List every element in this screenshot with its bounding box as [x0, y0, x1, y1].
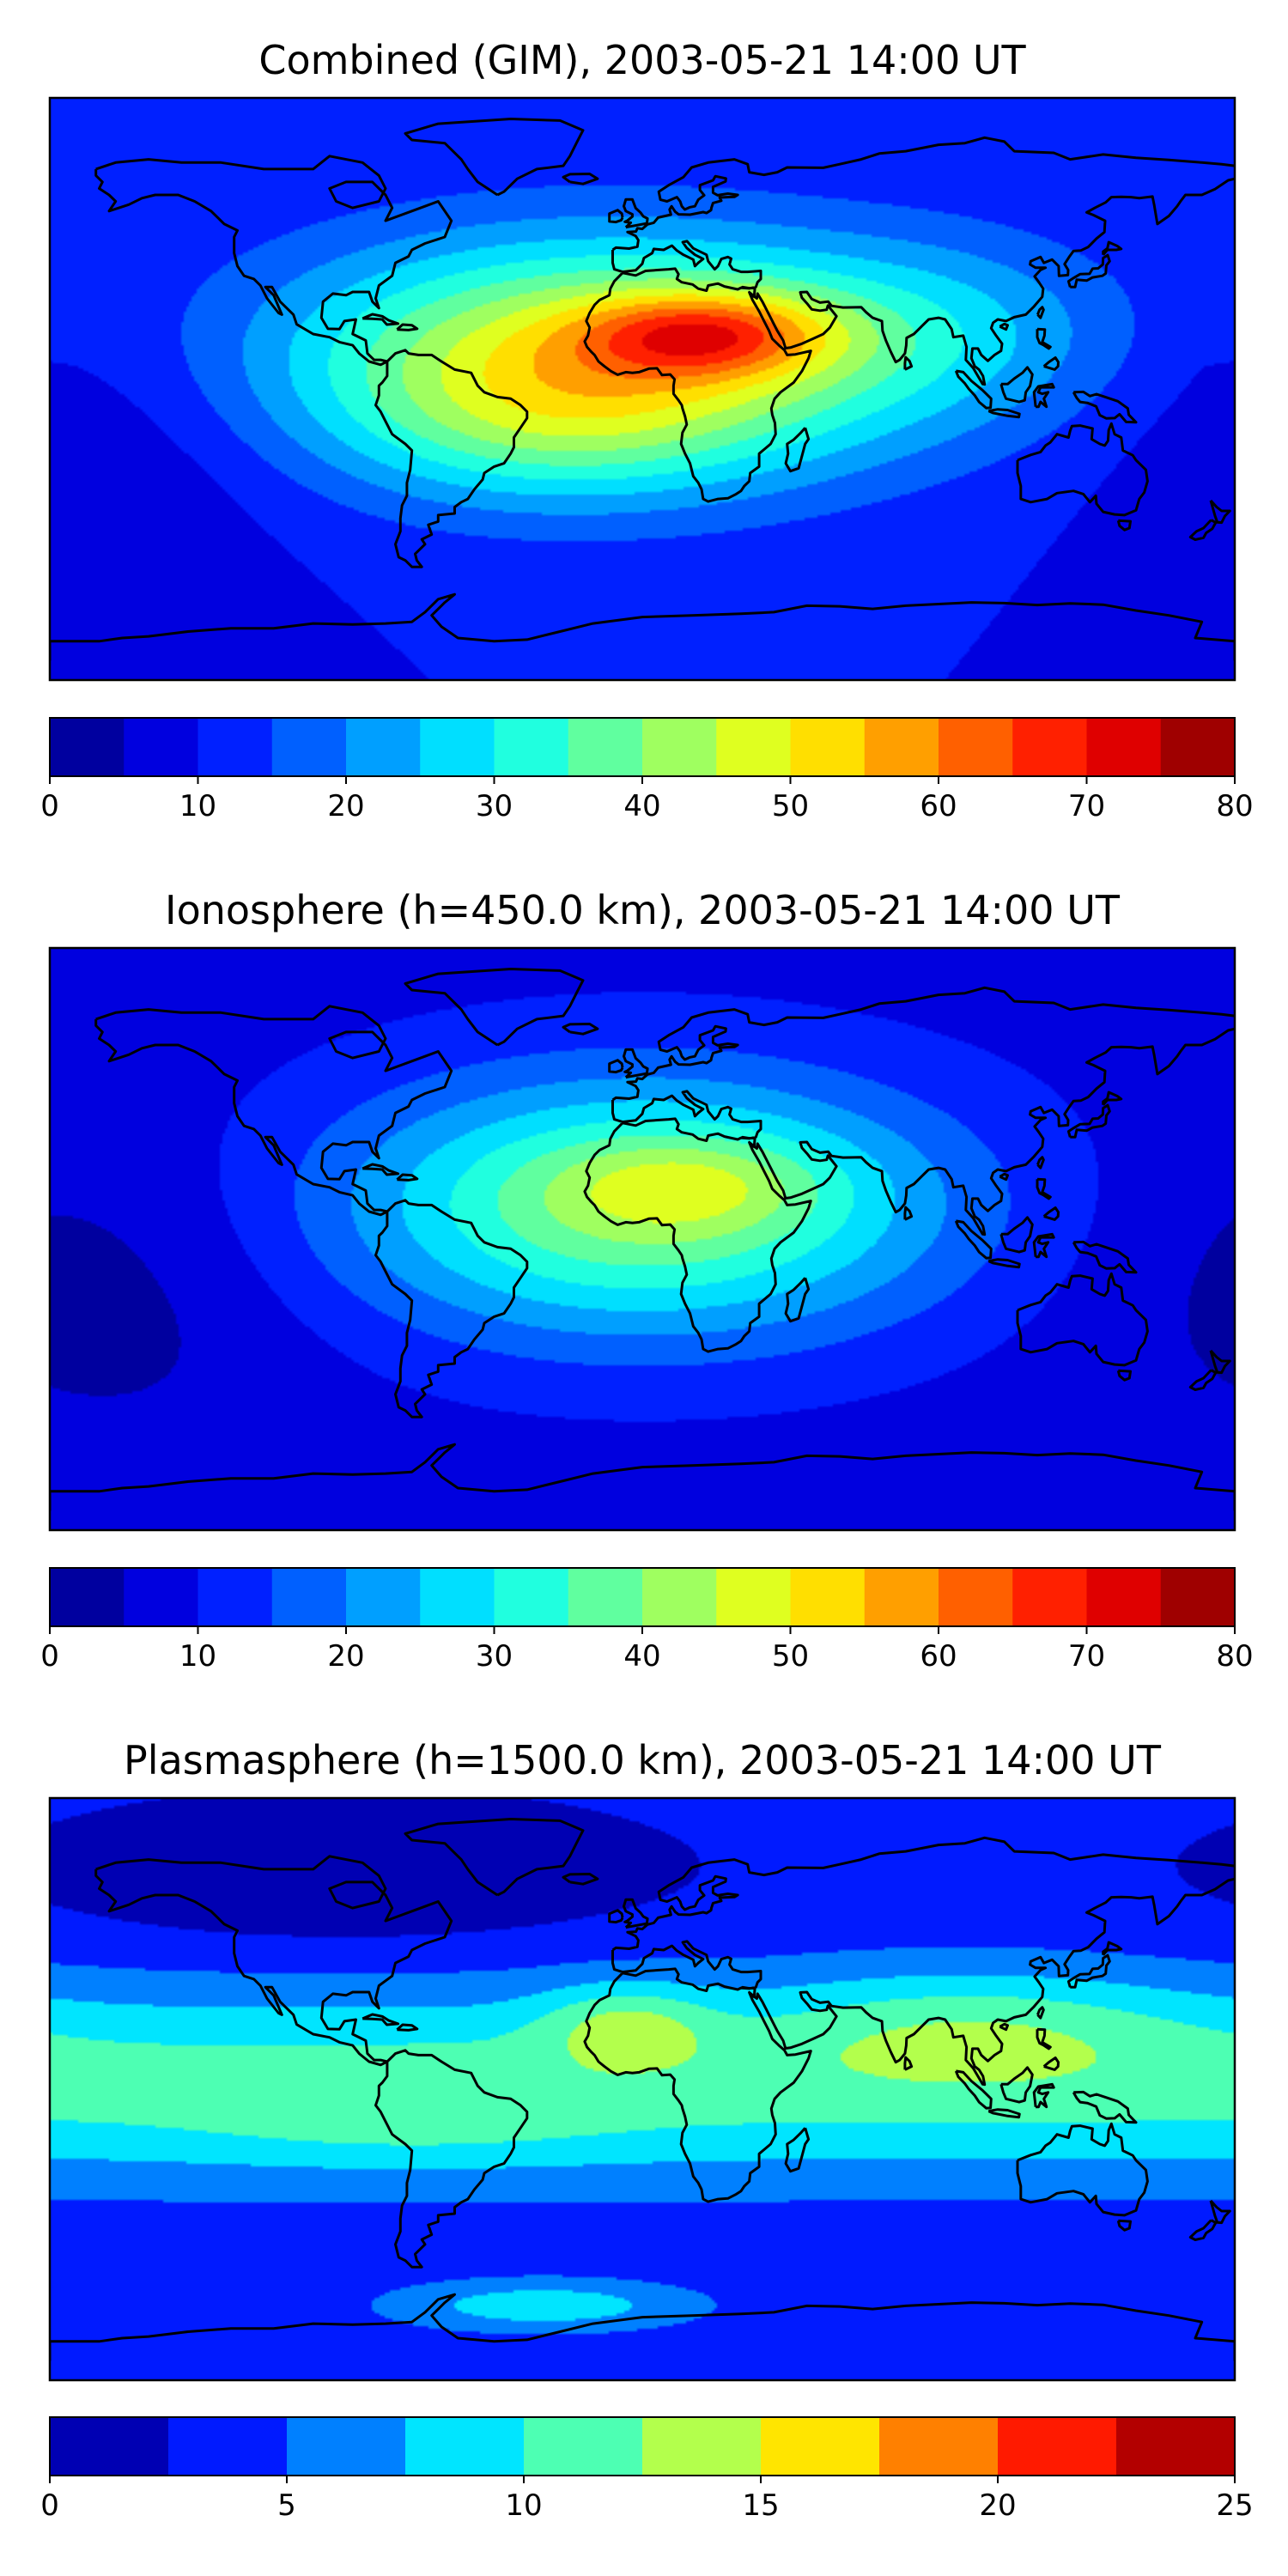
- colorbar: 0 10 20 30 40 50 60 70 80: [40, 717, 1254, 823]
- colorbar-tick-label: 60: [920, 789, 957, 823]
- colorbar-level-box: [1086, 718, 1162, 776]
- map-field: [48, 96, 1236, 682]
- tec-heatmap: [50, 948, 1235, 1530]
- colorbar-level-box: [50, 2417, 169, 2476]
- colorbar-tick-label: 30: [476, 789, 513, 823]
- colorbar-tick-label: 40: [623, 1639, 660, 1674]
- colorbar-level-box: [271, 718, 347, 776]
- colorbar-level-box: [346, 1568, 421, 1626]
- colorbar-level-box: [271, 1568, 347, 1626]
- colorbar-level-box: [287, 2417, 406, 2476]
- colorbar-tick-label: 80: [1216, 1639, 1253, 1674]
- colorbar-level-box: [197, 1568, 273, 1626]
- colorbar-level-box: [879, 2417, 999, 2476]
- coastline: [50, 1818, 1235, 2361]
- coastline-group: [50, 1818, 1235, 2361]
- colorbar-tick-label: 0: [40, 2488, 59, 2523]
- colorbar-level-box: [939, 718, 1013, 776]
- coastline-group: [50, 968, 1235, 1511]
- colorbar-level-box: [716, 718, 792, 776]
- colorbar-tick-label: 30: [476, 1639, 513, 1674]
- colorbar-level-box: [790, 718, 866, 776]
- tec-heatmap: [50, 1798, 1235, 2380]
- colorbar-level-box: [642, 2417, 762, 2476]
- colorbar-tick-label: 70: [1068, 1639, 1105, 1674]
- colorbar-tick-label: 40: [623, 789, 660, 823]
- colorbar-level-box: [420, 1568, 495, 1626]
- colorbar-level-box: [716, 1568, 792, 1626]
- coastline: [50, 968, 1235, 1511]
- panel-title: Plasmasphere (h=1500.0 km), 2003-05-21 1…: [124, 1737, 1162, 1783]
- panel-title: Ionosphere (h=450.0 km), 2003-05-21 14:0…: [165, 887, 1121, 933]
- map-frame: [48, 96, 1236, 682]
- colorbar-level-box: [864, 1568, 939, 1626]
- coastline-group: [50, 118, 1235, 661]
- colorbar-level-box: [939, 1568, 1013, 1626]
- colorbar-level-box: [405, 2417, 525, 2476]
- colorbar: 0 5 10 15 20 25: [40, 2416, 1254, 2523]
- colorbar-level-box: [790, 1568, 866, 1626]
- colorbar-tick-label: 50: [772, 789, 809, 823]
- colorbar-tick-label: 20: [327, 789, 364, 823]
- panel-ionosphere: Ionosphere (h=450.0 km), 2003-05-21 14:0…: [40, 887, 1253, 1674]
- panel-combined-gim: Combined (GIM), 2003-05-21 14:00 UT 0 10 2…: [40, 37, 1253, 823]
- colorbar-tick-label: 10: [179, 789, 216, 823]
- colorbar-level-box: [998, 2417, 1117, 2476]
- map-field: [48, 946, 1236, 1532]
- colorbar-tick-label: 15: [742, 2488, 779, 2523]
- map-frame: [48, 946, 1236, 1532]
- map-field: [48, 1796, 1236, 2382]
- colorbar-level-box: [494, 1568, 569, 1626]
- colorbar-level-box: [197, 718, 273, 776]
- colorbar-level-box: [642, 718, 717, 776]
- colorbar-tick-label: 50: [772, 1639, 809, 1674]
- colorbar-level-box: [1012, 718, 1088, 776]
- colorbar-frame: [49, 2416, 1236, 2476]
- colorbar-tick-label: 0: [40, 1639, 59, 1674]
- colorbar-level-box: [50, 1568, 125, 1626]
- colorbar-level-box: [524, 2417, 643, 2476]
- colorbar-tick-label: 70: [1068, 789, 1105, 823]
- colorbar-tick-label: 80: [1216, 789, 1253, 823]
- colorbar-tick-label: 20: [979, 2488, 1016, 2523]
- colorbar-tick-label: 20: [327, 1639, 364, 1674]
- colorbar-level-box: [568, 1568, 643, 1626]
- tec-heatmap: [50, 98, 1235, 680]
- colorbar-level-box: [761, 2417, 880, 2476]
- colorbar-level-box: [124, 718, 199, 776]
- coastline: [50, 118, 1235, 661]
- colorbar-level-box: [864, 718, 939, 776]
- colorbar-tick-label: 0: [40, 789, 59, 823]
- colorbar-level-box: [1160, 1568, 1236, 1626]
- colorbar: 0 10 20 30 40 50 60 70 80: [40, 1567, 1254, 1674]
- colorbar-level-box: [346, 718, 421, 776]
- colorbar-tick-label: 60: [920, 1639, 957, 1674]
- colorbar-level-box: [420, 718, 495, 776]
- panel-title: Combined (GIM), 2003-05-21 14:00 UT: [258, 37, 1026, 83]
- colorbar-level-box: [1012, 1568, 1088, 1626]
- colorbar-level-box: [1160, 718, 1236, 776]
- panel-plasmasphere: Plasmasphere (h=1500.0 km), 2003-05-21 1…: [40, 1737, 1253, 2523]
- colorbar-level-box: [124, 1568, 199, 1626]
- colorbar-tick-label: 25: [1216, 2488, 1253, 2523]
- colorbar-level-box: [642, 1568, 717, 1626]
- colorbar-tick-label: 10: [179, 1639, 216, 1674]
- colorbar-tick-label: 5: [277, 2488, 296, 2523]
- colorbar-level-box: [168, 2417, 288, 2476]
- colorbar-level-box: [50, 718, 125, 776]
- colorbar-level-box: [1086, 1568, 1162, 1626]
- colorbar-level-box: [1116, 2417, 1236, 2476]
- map-frame: [48, 1796, 1236, 2382]
- colorbar-tick-label: 10: [505, 2488, 542, 2523]
- colorbar-level-box: [568, 718, 643, 776]
- colorbar-level-box: [494, 718, 569, 776]
